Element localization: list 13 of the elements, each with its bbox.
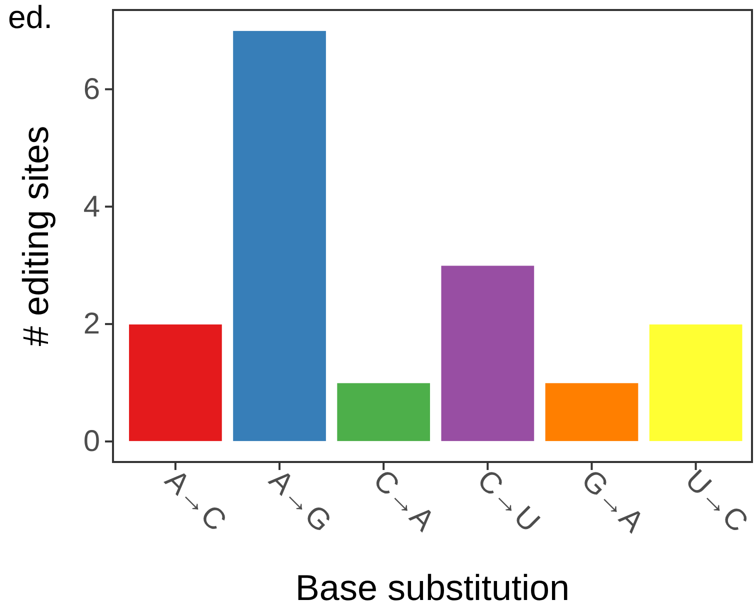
- bar: [336, 382, 431, 442]
- x-axis-title: Base substitution: [295, 567, 570, 608]
- y-tick-label: 2: [83, 308, 100, 341]
- y-tick-label: 4: [83, 190, 100, 224]
- text: ed.: [8, 0, 52, 35]
- y-tick-label: 6: [83, 72, 100, 106]
- bar: [128, 324, 223, 442]
- bar: [544, 382, 639, 442]
- bar: [440, 264, 535, 442]
- y-axis-title: # editing sites: [15, 126, 56, 346]
- y-tick-label: 0: [83, 425, 100, 458]
- bar: [648, 324, 744, 442]
- bar: [232, 30, 327, 442]
